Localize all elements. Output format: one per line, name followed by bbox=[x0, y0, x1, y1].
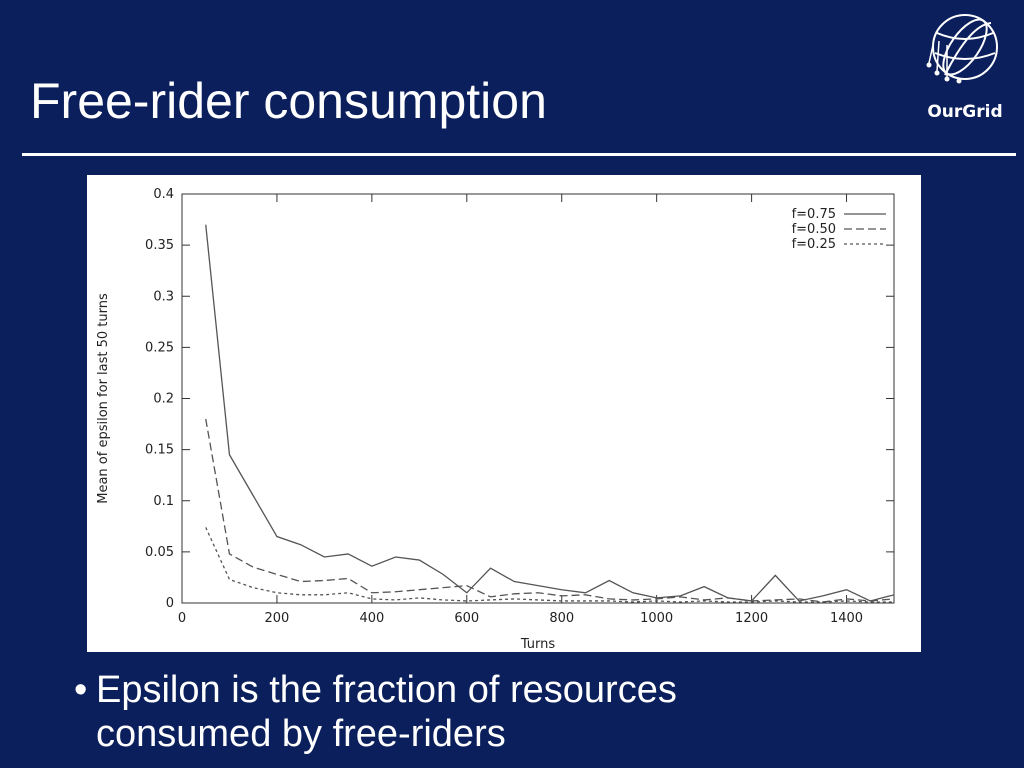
chart-panel: 0 0.05 0.1 0.15 0.2 0.25 0.3 0.35 0.4 0 200 400 600 8… bbox=[87, 175, 921, 652]
data-line bbox=[205, 418, 895, 603]
x-axis-label: Turns bbox=[520, 637, 556, 652]
y-tick-label: 0.2 bbox=[153, 392, 174, 407]
y-tick-label: 0.1 bbox=[153, 494, 174, 509]
y-tick-label: 0.15 bbox=[145, 443, 174, 458]
legend-label: f=0.25 bbox=[792, 237, 836, 252]
legend-label: f=0.75 bbox=[792, 207, 836, 222]
y-tick-label: 0.25 bbox=[145, 340, 174, 355]
y-tick-label: 0 bbox=[166, 596, 174, 611]
y-tick-label: 0.3 bbox=[153, 289, 174, 304]
x-tick-label: 0 bbox=[178, 611, 186, 626]
x-tick-label: 800 bbox=[549, 611, 574, 626]
title-rule bbox=[22, 153, 1016, 156]
x-tick-label: 400 bbox=[359, 611, 384, 626]
y-tick-label: 0.4 bbox=[153, 187, 174, 202]
y-axis-label: Mean of epsilon for last 50 turns bbox=[96, 293, 111, 504]
logo-text: OurGrid bbox=[927, 102, 1002, 122]
x-tick-label: 200 bbox=[265, 611, 290, 626]
y-tick-label: 0.05 bbox=[145, 545, 174, 560]
x-tick-label: 1400 bbox=[830, 611, 863, 626]
x-tick-label: 1200 bbox=[735, 611, 768, 626]
slide-title: Free-rider consumption bbox=[30, 73, 547, 129]
data-line bbox=[205, 527, 894, 603]
plot-frame bbox=[181, 193, 895, 604]
bullet: Epsilon is the fraction of resources con… bbox=[74, 668, 856, 756]
logo: OurGrid bbox=[926, 14, 1003, 122]
x-tick-label: 600 bbox=[454, 611, 479, 626]
data-line bbox=[205, 224, 895, 602]
y-tick-label: 0.35 bbox=[145, 238, 174, 253]
x-tick-label: 1000 bbox=[640, 611, 673, 626]
chart: 0 0.05 0.1 0.15 0.2 0.25 0.3 0.35 0.4 0 200 400 600 8… bbox=[96, 187, 895, 652]
legend-label: f=0.50 bbox=[792, 222, 836, 237]
bullet-list: Epsilon is the fraction of resources con… bbox=[50, 668, 856, 756]
